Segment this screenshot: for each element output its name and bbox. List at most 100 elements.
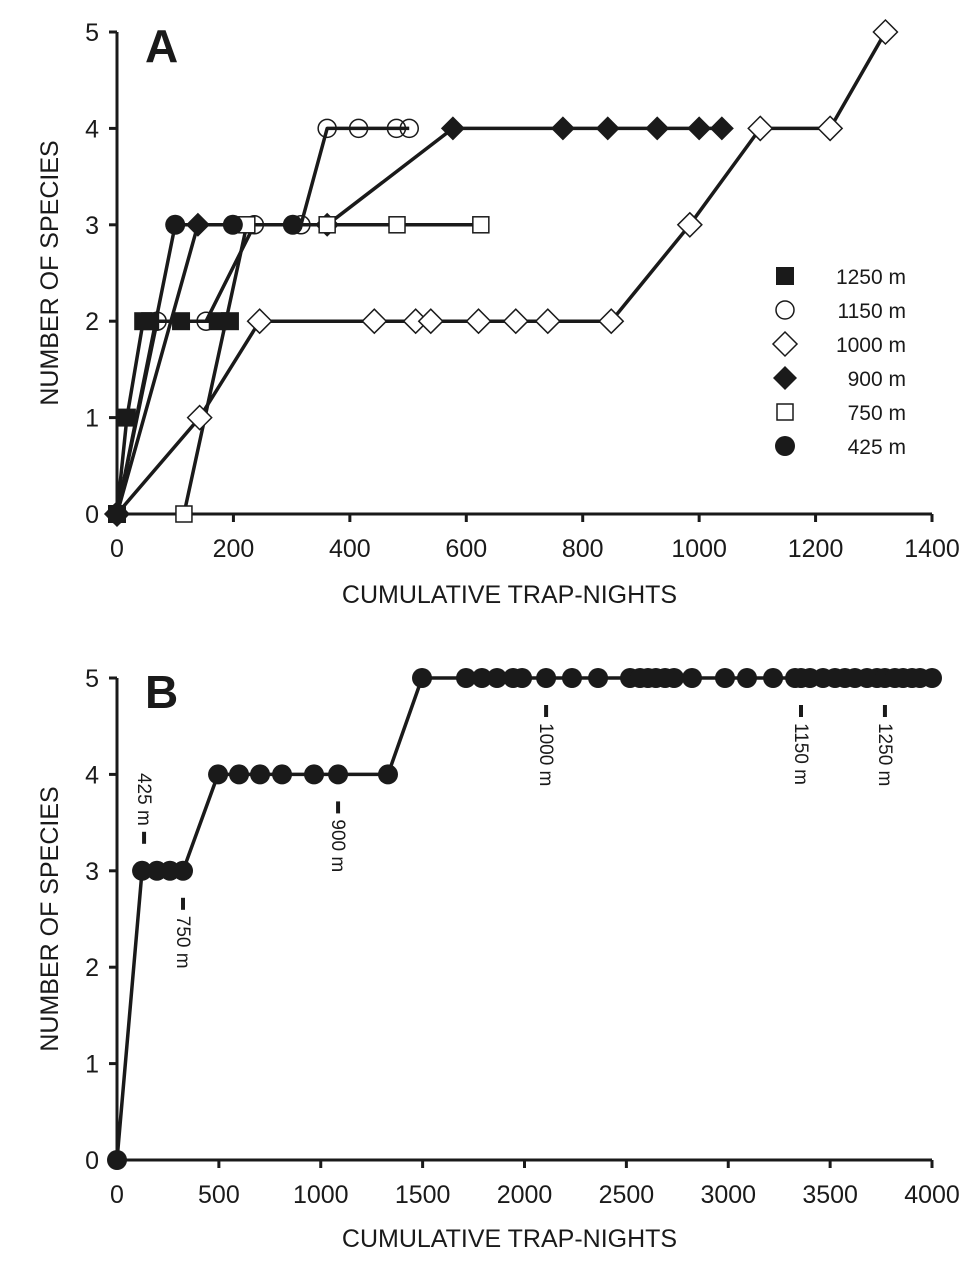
data-point — [687, 116, 712, 141]
data-point — [141, 312, 160, 331]
data-point — [412, 668, 433, 688]
data-point — [185, 212, 210, 237]
data-point — [598, 308, 625, 335]
annotation: 1000 m — [535, 705, 556, 786]
data-point — [361, 308, 388, 335]
annotation-label: 900 m — [327, 819, 348, 872]
y-axis-title: NUMBER OF SPECIES — [36, 786, 64, 1051]
series-750-m — [175, 216, 490, 523]
data-point — [512, 668, 533, 688]
legend-marker — [776, 403, 794, 421]
legend-marker — [773, 366, 797, 390]
data-point — [595, 116, 620, 141]
data-point — [272, 764, 293, 785]
data-point — [465, 308, 492, 335]
data-point — [550, 116, 575, 141]
legend-marker — [775, 436, 795, 456]
y-tick-label: 3 — [85, 212, 99, 240]
data-point — [132, 860, 153, 881]
y-axis-title: NUMBER OF SPECIES — [36, 140, 64, 405]
annotation: 900 m — [327, 801, 348, 872]
annotation: 425 m — [133, 773, 154, 844]
data-point — [386, 118, 407, 139]
data-point — [502, 308, 529, 335]
legend-item: 1150 m — [775, 300, 906, 323]
y-tick-label: 1 — [85, 1051, 99, 1079]
legend-item: 750 m — [776, 402, 906, 425]
annotation-label: 1250 m — [874, 723, 895, 786]
y-tick-label: 1 — [85, 405, 99, 433]
panel-label: B — [145, 666, 178, 718]
data-point — [186, 404, 213, 431]
legend-label: 750 m — [848, 402, 906, 425]
legend: 1250 m 1150 m 1000 m 900 m 750 m 425 m — [771, 266, 906, 459]
x-tick-label: 500 — [198, 1181, 240, 1209]
annotation-label: 750 m — [172, 916, 193, 969]
data-point — [486, 668, 507, 688]
x-tick-label: 0 — [110, 535, 124, 563]
x-tick-label: 800 — [562, 535, 604, 563]
y-tick-label: 3 — [85, 858, 99, 886]
data-point — [282, 214, 303, 235]
data-point — [536, 668, 557, 688]
data-point — [222, 214, 243, 235]
data-point — [664, 668, 685, 688]
annotation-label: 1000 m — [535, 723, 556, 786]
x-tick-label: 0 — [110, 1181, 124, 1209]
data-point — [220, 312, 239, 331]
data-point — [328, 764, 349, 785]
legend-label: 425 m — [848, 436, 906, 459]
annotation: 750 m — [172, 897, 193, 969]
data-point — [763, 668, 784, 688]
data-point — [872, 18, 899, 46]
legend-item: 900 m — [773, 366, 906, 391]
data-point — [117, 408, 136, 427]
data-point — [172, 312, 191, 331]
data-point — [561, 668, 582, 688]
y-tick-label: 0 — [85, 501, 99, 529]
legend-item: 425 m — [775, 436, 906, 459]
data-point — [317, 118, 337, 139]
data-point — [681, 668, 702, 688]
data-point — [399, 118, 419, 139]
x-tick-label: 1400 — [904, 535, 960, 563]
annotation: 1150 m — [790, 705, 811, 785]
data-point — [440, 116, 465, 141]
data-point — [817, 115, 844, 142]
x-axis-title: CUMULATIVE TRAP-NIGHTS — [342, 581, 677, 609]
data-point — [107, 1150, 127, 1170]
y-tick-label: 5 — [85, 19, 99, 47]
legend-label: 1250 m — [836, 266, 906, 289]
legend-marker — [771, 330, 799, 358]
x-tick-label: 3000 — [700, 1181, 756, 1209]
data-point — [736, 668, 757, 688]
data-point — [318, 216, 336, 234]
data-point — [348, 118, 369, 139]
legend-marker — [776, 267, 794, 285]
data-point — [588, 668, 609, 688]
data-point — [709, 116, 734, 141]
data-point — [534, 308, 561, 335]
x-tick-label: 2500 — [599, 1181, 655, 1209]
x-tick-label: 2000 — [497, 1181, 553, 1209]
data-point — [229, 764, 250, 785]
data-point — [645, 116, 670, 141]
x-tick-label: 1000 — [671, 535, 727, 563]
y-tick-label: 5 — [85, 665, 99, 693]
y-tick-label: 4 — [85, 761, 99, 789]
series-all-elevations-combined — [107, 668, 942, 1170]
data-point — [388, 216, 406, 234]
data-point — [714, 668, 735, 688]
series-425-m — [107, 214, 303, 524]
panel-b: 0 1 2 3 4 5 0 500 1000 1500 2000 2500 3000 3500 4000 CU… — [36, 665, 960, 1253]
x-axis-title: CUMULATIVE TRAP-NIGHTS — [342, 1225, 677, 1253]
x-tick-label: 400 — [329, 535, 371, 563]
data-point — [246, 308, 273, 335]
data-point — [250, 764, 271, 785]
x-tick-label: 600 — [445, 535, 487, 563]
legend-item: 1250 m — [776, 266, 906, 289]
annotation-label: 425 m — [133, 773, 154, 826]
data-point — [471, 668, 492, 688]
data-point — [472, 216, 490, 234]
